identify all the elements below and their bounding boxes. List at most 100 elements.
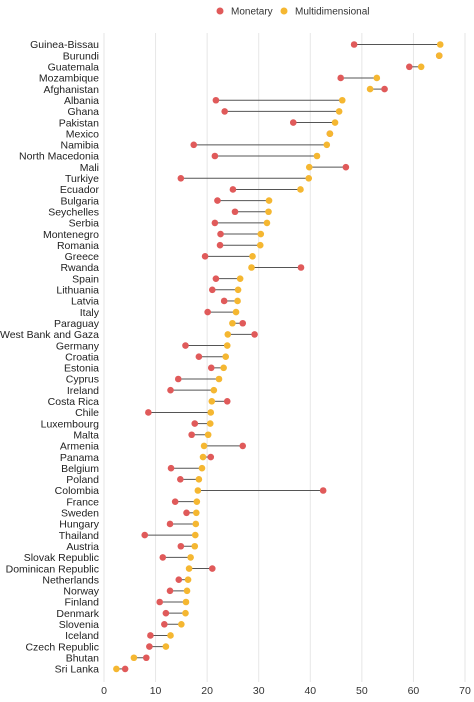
row-iceland: Iceland: [65, 630, 174, 642]
point-monetary-dominican-republic: [209, 565, 216, 572]
point-monetary-austria: [177, 542, 185, 550]
point-multidimensional-chile: [207, 409, 215, 416]
point-monetary-paraguay: [239, 319, 247, 327]
country-label-pakistan: Pakistan: [59, 117, 99, 129]
row-west-bank-and-gaza: West Bank and Gaza: [0, 329, 258, 341]
point-multidimensional-guatemala: [417, 63, 425, 71]
point-monetary-slovak-republic: [159, 554, 167, 561]
country-label-croatia: Croatia: [65, 351, 99, 363]
point-multidimensional-estonia: [220, 364, 227, 372]
point-monetary-serbia: [211, 219, 219, 227]
row-slovenia: Slovenia: [59, 619, 185, 631]
country-label-serbia: Serbia: [69, 218, 100, 230]
country-label-burundi: Burundi: [63, 50, 99, 62]
row-turkiye: Turkiye: [65, 173, 313, 185]
point-monetary-belgium: [167, 464, 175, 472]
point-multidimensional-ireland: [210, 386, 218, 394]
row-spain: Spain: [72, 273, 244, 285]
legend: Monetary Multidimensional: [216, 7, 369, 18]
point-multidimensional-colombia: [194, 487, 202, 494]
country-label-bulgaria: Bulgaria: [60, 195, 99, 207]
point-multidimensional-bulgaria: [265, 197, 273, 204]
point-multidimensional-greece: [249, 253, 256, 260]
x-tick-label-10: 10: [150, 685, 162, 697]
point-monetary-costa-rica: [223, 398, 231, 405]
legend-label-monetary: Monetary: [231, 7, 273, 18]
point-monetary-west-bank-and-gaza: [251, 331, 258, 338]
point-monetary-mali: [342, 163, 350, 171]
row-malta: Malta: [73, 429, 212, 441]
country-label-slovenia: Slovenia: [59, 619, 99, 631]
point-multidimensional-czech-republic: [162, 643, 170, 650]
point-monetary-luxembourg: [191, 420, 199, 427]
chart-rows: Guinea-BissauBurundiGuatemalaMozambiqueA…: [0, 39, 444, 676]
country-label-czech-republic: Czech Republic: [25, 641, 99, 653]
point-monetary-france: [171, 498, 179, 505]
point-monetary-north-macedonia: [211, 152, 219, 160]
row-belgium: Belgium: [61, 463, 206, 475]
row-north-macedonia: North Macedonia: [19, 151, 321, 163]
point-multidimensional-afghanistan: [366, 85, 374, 93]
point-multidimensional-austria: [191, 542, 199, 550]
country-label-belgium: Belgium: [61, 463, 99, 475]
point-multidimensional-italy: [232, 308, 240, 316]
point-monetary-slovenia: [161, 621, 168, 628]
point-multidimensional-slovenia: [178, 621, 185, 628]
row-romania: Romania: [57, 240, 264, 252]
point-multidimensional-croatia: [222, 353, 230, 361]
point-monetary-albania: [212, 96, 220, 104]
row-latvia: Latvia: [71, 296, 241, 308]
point-multidimensional-finland: [182, 598, 190, 606]
point-multidimensional-luxembourg: [206, 420, 214, 427]
point-multidimensional-ghana: [335, 108, 343, 115]
point-monetary-estonia: [207, 364, 215, 372]
country-label-spain: Spain: [72, 273, 99, 285]
country-label-dominican-republic: Dominican Republic: [6, 563, 99, 575]
point-monetary-latvia: [220, 297, 228, 305]
country-label-austria: Austria: [66, 541, 99, 553]
point-multidimensional-sri-lanka: [113, 665, 120, 673]
country-label-thailand: Thailand: [59, 530, 99, 542]
point-monetary-norway: [166, 587, 174, 595]
row-seychelles: Seychelles: [48, 206, 272, 218]
country-label-ireland: Ireland: [67, 385, 99, 397]
country-label-bhutan: Bhutan: [66, 652, 99, 664]
point-multidimensional-mozambique: [373, 74, 381, 82]
x-tick-label-40: 40: [304, 685, 316, 697]
x-tick-label-60: 60: [408, 685, 420, 697]
country-label-guatemala: Guatemala: [48, 62, 100, 74]
row-netherlands: Netherlands: [42, 574, 192, 586]
point-monetary-romania: [216, 241, 224, 249]
row-armenia: Armenia: [60, 441, 247, 453]
grid-lines: [103, 33, 466, 682]
point-multidimensional-north-macedonia: [313, 152, 321, 160]
country-label-norway: Norway: [63, 586, 99, 598]
point-monetary-hungary: [166, 520, 174, 528]
point-monetary-chile: [145, 409, 152, 416]
point-multidimensional-sweden: [193, 509, 200, 517]
country-label-ecuador: Ecuador: [60, 184, 100, 196]
country-label-netherlands: Netherlands: [42, 574, 99, 586]
point-multidimensional-namibia: [323, 141, 331, 149]
row-montenegro: Montenegro: [43, 229, 265, 241]
country-label-mozambique: Mozambique: [39, 73, 99, 85]
country-label-cyprus: Cyprus: [66, 374, 99, 386]
point-monetary-sri-lanka: [121, 665, 129, 673]
point-monetary-cyprus: [174, 375, 182, 383]
country-label-poland: Poland: [66, 474, 99, 486]
point-monetary-rwanda: [297, 264, 305, 271]
country-label-seychelles: Seychelles: [48, 206, 99, 218]
point-monetary-poland: [177, 476, 184, 483]
row-mozambique: Mozambique: [39, 73, 381, 85]
row-rwanda: Rwanda: [60, 262, 305, 274]
row-sweden: Sweden: [61, 508, 200, 520]
row-bhutan: Bhutan: [66, 652, 150, 664]
row-slovak-republic: Slovak Republic: [24, 552, 194, 564]
point-monetary-finland: [156, 598, 163, 606]
country-label-lithuania: Lithuania: [56, 285, 99, 297]
point-multidimensional-latvia: [234, 297, 241, 305]
country-label-montenegro: Montenegro: [43, 229, 99, 241]
point-multidimensional-bhutan: [130, 654, 138, 662]
point-monetary-bhutan: [142, 654, 150, 662]
